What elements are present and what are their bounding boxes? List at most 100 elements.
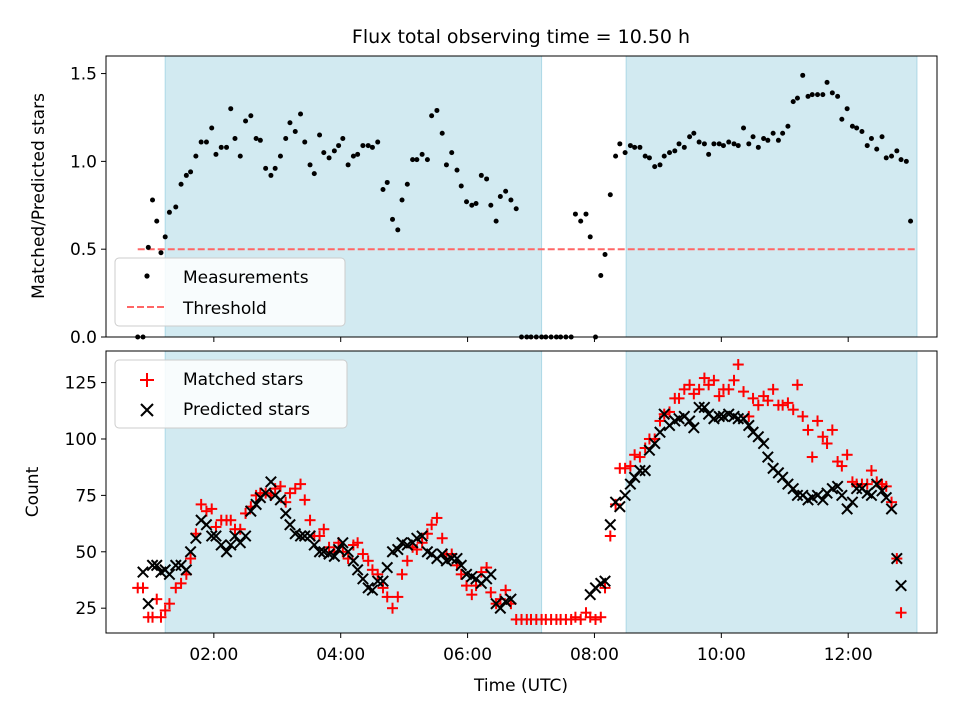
measurement-point <box>844 106 850 112</box>
measurement-point <box>859 129 865 135</box>
measurement-point <box>454 167 460 173</box>
predicted-star-point <box>200 518 213 531</box>
predicted-star-point <box>613 500 626 513</box>
measurement-point <box>272 165 278 171</box>
measurement-point <box>429 113 435 119</box>
matched-star-point <box>318 523 330 535</box>
predicted-star-point <box>732 412 745 425</box>
measurement-point <box>794 95 800 101</box>
measurement-point <box>889 153 895 159</box>
measurement-point <box>578 218 584 224</box>
measurement-point <box>178 181 184 187</box>
measurement-point <box>410 157 416 163</box>
predicted-star-point <box>698 401 711 414</box>
measurement-point <box>646 155 652 161</box>
measurement-point <box>508 197 514 203</box>
measurement-point <box>434 107 440 113</box>
measurement-point <box>770 130 776 136</box>
matched-star-point <box>455 568 467 580</box>
measurement-point <box>731 141 737 147</box>
measurement-point <box>345 162 351 168</box>
predicted-star-point <box>846 496 859 509</box>
predicted-star-point <box>505 593 517 606</box>
measurement-point <box>868 136 874 142</box>
matched-star-point <box>372 568 384 580</box>
predicted-star-point <box>366 584 379 597</box>
measurement-point <box>587 234 593 240</box>
matched-star-point <box>787 404 799 416</box>
matched-star-point <box>225 514 237 526</box>
measurement-point <box>193 153 199 159</box>
measurement-point <box>369 144 375 150</box>
measurement-point <box>622 150 628 156</box>
matched-star-point <box>797 410 809 422</box>
top-shaded-intervals <box>164 55 918 338</box>
matched-star-point <box>377 582 389 594</box>
predicted-star-point <box>274 493 287 506</box>
matched-star-point <box>762 395 774 407</box>
measurement-point <box>583 211 589 217</box>
predicted-star-point <box>835 489 848 502</box>
predicted-star-point <box>880 491 893 504</box>
predicted-star-point <box>604 518 617 531</box>
matched-star-point <box>698 372 710 384</box>
measurement-point <box>602 251 608 257</box>
top-x-ticks <box>213 337 849 342</box>
matched-star-point <box>619 462 631 474</box>
measurement-point <box>253 136 259 142</box>
measurement-point <box>746 141 752 147</box>
predicted-star-point <box>628 471 641 484</box>
matched-star-point <box>693 383 705 395</box>
measurement-point <box>613 153 619 159</box>
measurement-point <box>292 129 298 135</box>
matched-star-point <box>175 577 187 589</box>
predicted-star-point <box>850 482 863 495</box>
matched-star-point <box>708 374 720 386</box>
matched-star-point <box>782 397 794 409</box>
measurement-point <box>898 157 904 163</box>
measurement-point <box>829 90 835 96</box>
matched-star-point <box>426 519 438 531</box>
measurement-point <box>849 123 855 129</box>
measurement-point <box>632 144 638 150</box>
matched-star-point <box>752 399 764 411</box>
measurement-point <box>375 139 381 145</box>
measurement-point <box>232 136 238 142</box>
measurement-point <box>894 148 900 154</box>
measurement-point <box>360 143 366 149</box>
predicted-star-point <box>377 575 389 588</box>
predicted-star-point <box>298 530 311 542</box>
matched-star-point <box>684 379 696 391</box>
predicted-star-point <box>776 471 789 484</box>
measurement-point <box>657 162 663 168</box>
predicted-star-point <box>436 548 449 560</box>
predicted-star-point <box>332 543 345 556</box>
measurement-point <box>424 157 430 163</box>
predicted-star-point <box>279 507 292 520</box>
measurement-point <box>720 143 726 149</box>
matched-star-point <box>466 589 478 601</box>
matched-star-point <box>747 392 759 404</box>
matched-star-point <box>396 568 408 580</box>
predicted-star-point <box>791 489 804 502</box>
measurement-point <box>326 155 332 161</box>
measurement-point <box>800 72 806 78</box>
measurement-point <box>331 148 337 154</box>
bottom-y-ticks: 25 50 75 100 125 <box>65 374 106 619</box>
measurement-point <box>173 204 179 210</box>
matched-star-point <box>723 383 735 395</box>
top-y-axis-label: Matched/Predicted stars <box>29 93 49 299</box>
bottom-x-ticks: 02:00 04:00 06:00 08:00 10:00 12:00 <box>189 633 873 665</box>
bottom-y-tick-label: 125 <box>65 374 97 394</box>
measurement-point <box>488 202 494 208</box>
measurement-point <box>627 143 633 149</box>
measurement-point <box>607 192 613 198</box>
predicted-star-point <box>304 530 316 542</box>
predicted-star-point <box>757 437 770 450</box>
measurement-point <box>449 150 455 156</box>
measurement-point <box>667 150 673 156</box>
measurement-point <box>780 130 786 136</box>
measurement-point <box>879 134 885 140</box>
measurement-point <box>809 92 815 98</box>
predicted-star-point <box>371 575 384 588</box>
